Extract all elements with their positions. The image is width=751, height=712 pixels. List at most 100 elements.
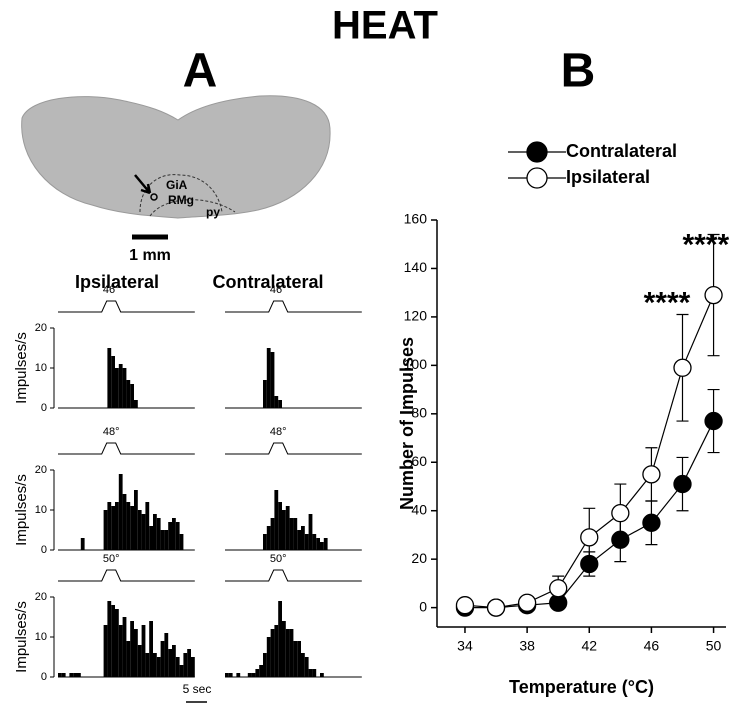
stimulus-label: 50° [103, 553, 120, 565]
bar [274, 625, 279, 677]
bar [126, 502, 131, 550]
stimulus-trace [58, 300, 195, 313]
x-tick-label: 50 [706, 638, 722, 654]
column-header: Ipsilateral [75, 272, 159, 292]
bar [270, 629, 275, 677]
stimulus-label: 46° [270, 284, 287, 296]
scale-label: 1 mm [129, 247, 171, 264]
bar [274, 396, 279, 408]
y-tick-label: 10 [35, 631, 47, 643]
bar [191, 657, 195, 677]
bar [156, 657, 161, 677]
bar [134, 629, 138, 677]
stimulus-label: 48° [103, 426, 120, 438]
y-tick-label: 20 [35, 591, 47, 603]
bar [172, 518, 176, 550]
bar [278, 400, 282, 408]
y-tick-label: 80 [411, 405, 427, 421]
recording-site [150, 193, 158, 201]
legend-label: Contralateral [566, 141, 677, 161]
y-tick-label: 0 [41, 544, 47, 556]
bar [263, 380, 267, 408]
significance: **** [682, 229, 729, 262]
bar [293, 641, 298, 677]
data-point [486, 598, 506, 617]
bar [130, 506, 134, 550]
bar [122, 368, 127, 408]
y-axis-label: Impulses/s [13, 601, 30, 673]
bar [172, 645, 176, 677]
x-tick-label: 46 [644, 638, 660, 654]
slice-label: RMg [168, 193, 194, 207]
y-tick-label: 140 [404, 259, 428, 275]
x-tick-label: 38 [519, 638, 535, 654]
bar [61, 673, 66, 677]
bar [149, 526, 153, 550]
bar [130, 384, 134, 408]
data-point [642, 465, 661, 484]
bar [285, 506, 290, 550]
bar [251, 673, 256, 677]
y-tick-label: 20 [411, 550, 427, 566]
bar [183, 653, 188, 677]
data-point [549, 579, 568, 598]
bar [274, 490, 279, 550]
bar [153, 653, 157, 677]
bar [137, 645, 142, 677]
data-point [580, 554, 599, 574]
stimulus-trace [58, 442, 195, 455]
data-point [704, 411, 723, 431]
bar [156, 518, 161, 550]
slice-label: py [206, 205, 220, 219]
y-axis-label: Impulses/s [13, 474, 30, 546]
y-tick-label: 10 [35, 504, 47, 516]
bar [270, 352, 275, 408]
bar [266, 526, 271, 550]
data-point [455, 596, 475, 615]
data-point [704, 285, 723, 305]
figure-title: HEAT [332, 4, 438, 48]
bar [278, 601, 282, 677]
bar [111, 356, 115, 408]
bar [308, 669, 313, 677]
stimulus-label: 46° [103, 284, 120, 296]
bar [316, 538, 320, 550]
data-point [673, 358, 692, 377]
bar [320, 673, 324, 677]
bar [301, 526, 305, 550]
column-header: Contralateral [212, 272, 323, 292]
bar [304, 534, 309, 550]
y-tick-label: 0 [41, 671, 47, 683]
bar [164, 633, 169, 677]
bar [149, 621, 153, 677]
bar [137, 510, 142, 550]
bar [301, 653, 305, 677]
bar [160, 530, 165, 550]
bar [145, 502, 150, 550]
y-tick-label: 10 [35, 362, 47, 374]
bar [285, 629, 290, 677]
data-point [673, 474, 692, 494]
data-point [517, 593, 537, 612]
significance: **** [644, 287, 691, 320]
bar [236, 673, 241, 677]
stimulus-trace [58, 569, 195, 582]
bar [126, 380, 131, 408]
bar [103, 625, 108, 677]
bar [266, 637, 271, 677]
stimulus-label: 48° [270, 426, 287, 438]
bar [145, 653, 150, 677]
slice-label: GiA [166, 178, 188, 192]
y-tick-label: 100 [404, 356, 428, 372]
bar [164, 530, 169, 550]
bar [130, 621, 134, 677]
stimulus-trace [225, 442, 362, 455]
bar [134, 400, 138, 408]
bar [259, 665, 263, 677]
bar [179, 665, 184, 677]
bar [141, 625, 146, 677]
bar [225, 673, 229, 677]
bar [312, 534, 317, 550]
